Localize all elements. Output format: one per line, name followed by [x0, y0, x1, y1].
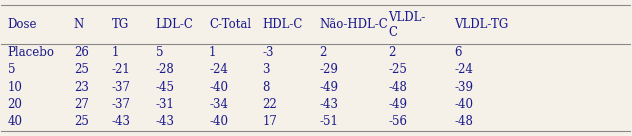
Text: 5: 5	[155, 46, 163, 59]
Text: 10: 10	[8, 81, 23, 94]
Text: -39: -39	[454, 81, 473, 94]
Text: LDL-C: LDL-C	[155, 18, 193, 31]
Text: N: N	[74, 18, 84, 31]
Text: -51: -51	[319, 115, 338, 129]
Text: -48: -48	[454, 115, 473, 129]
Text: -21: -21	[111, 64, 130, 76]
Text: 6: 6	[454, 46, 462, 59]
Text: -24: -24	[454, 64, 473, 76]
Text: 17: 17	[262, 115, 277, 129]
Text: 20: 20	[8, 98, 23, 111]
Text: -34: -34	[209, 98, 228, 111]
Text: 1: 1	[111, 46, 119, 59]
Text: VLDL-
C: VLDL- C	[388, 11, 426, 39]
Text: Não-HDL-C: Não-HDL-C	[319, 18, 388, 31]
Text: 22: 22	[262, 98, 277, 111]
Text: -43: -43	[319, 98, 338, 111]
Text: -25: -25	[388, 64, 407, 76]
Text: 1: 1	[209, 46, 216, 59]
Text: 23: 23	[74, 81, 88, 94]
Text: -3: -3	[262, 46, 274, 59]
Text: 3: 3	[262, 64, 270, 76]
Text: -45: -45	[155, 81, 174, 94]
Text: HDL-C: HDL-C	[262, 18, 303, 31]
Text: Dose: Dose	[8, 18, 37, 31]
Text: -37: -37	[111, 98, 130, 111]
Text: -28: -28	[155, 64, 174, 76]
Text: -43: -43	[111, 115, 130, 129]
Text: C-Total: C-Total	[209, 18, 251, 31]
Text: -43: -43	[155, 115, 174, 129]
Text: -40: -40	[209, 115, 228, 129]
Text: -24: -24	[209, 64, 228, 76]
Text: 2: 2	[388, 46, 396, 59]
Text: -49: -49	[388, 98, 408, 111]
Text: 27: 27	[74, 98, 88, 111]
Text: 5: 5	[8, 64, 15, 76]
Text: 25: 25	[74, 64, 88, 76]
Text: Placebo: Placebo	[8, 46, 55, 59]
Text: -48: -48	[388, 81, 407, 94]
Text: -49: -49	[319, 81, 338, 94]
Text: 2: 2	[319, 46, 327, 59]
Text: 26: 26	[74, 46, 88, 59]
Text: -40: -40	[209, 81, 228, 94]
Text: -37: -37	[111, 81, 130, 94]
Text: -31: -31	[155, 98, 174, 111]
Text: 40: 40	[8, 115, 23, 129]
Text: VLDL-TG: VLDL-TG	[454, 18, 509, 31]
Text: -56: -56	[388, 115, 408, 129]
Text: -40: -40	[454, 98, 473, 111]
Text: -29: -29	[319, 64, 338, 76]
Text: 8: 8	[262, 81, 270, 94]
Text: TG: TG	[111, 18, 129, 31]
Text: 25: 25	[74, 115, 88, 129]
